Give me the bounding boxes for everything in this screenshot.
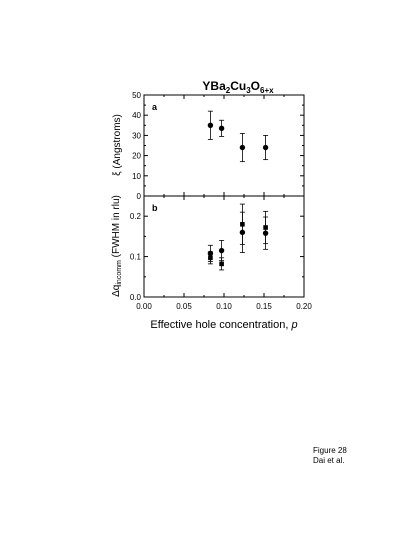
figure-caption: Figure 28 Dai et al. bbox=[313, 446, 347, 466]
data-point-circle bbox=[262, 144, 269, 151]
data-point-square bbox=[240, 221, 245, 227]
x-axis-label: Effective hole concentration, p bbox=[150, 319, 297, 331]
y-tick-label: 0.1 bbox=[130, 253, 142, 262]
data-point-circle bbox=[218, 247, 225, 254]
y-tick-label: 40 bbox=[132, 111, 141, 120]
figure-title: YBa2Cu3O6+x bbox=[202, 79, 274, 95]
x-tick-label: 0.05 bbox=[176, 302, 192, 311]
y-tick-label: 20 bbox=[132, 152, 141, 161]
y-tick-label: 0.2 bbox=[130, 212, 142, 221]
x-tick-label: 0.10 bbox=[216, 302, 232, 311]
panel-a-label: a bbox=[152, 102, 158, 112]
x-tick-label: 0.00 bbox=[136, 302, 152, 311]
data-point-circle bbox=[207, 122, 214, 128]
panel-b-frame bbox=[143, 195, 305, 298]
data-point-square bbox=[219, 261, 224, 267]
panel-a-frame bbox=[143, 94, 305, 197]
panel-b: b Δqincomm (FWHM in rlu) 0.0 0.1 0.2 0.00 0.… bbox=[111, 195, 312, 311]
x-tick-label: 0.15 bbox=[256, 302, 272, 311]
y-tick-label: 50 bbox=[132, 91, 141, 100]
x-tick-label: 0.20 bbox=[296, 302, 312, 311]
caption-authors: Dai et al. bbox=[313, 456, 345, 465]
panel-b-ylabel: Δqincomm (FWHM in rlu) bbox=[111, 195, 123, 297]
panel-a: a ξ (Angstroms) 0 10 20 30 40 50 bbox=[112, 91, 305, 201]
data-point-circle bbox=[239, 144, 246, 151]
y-tick-label: 30 bbox=[132, 131, 141, 140]
panel-a-ylabel: ξ (Angstroms) bbox=[112, 114, 123, 176]
panel-b-label: b bbox=[152, 203, 158, 213]
data-point-circle bbox=[218, 125, 225, 132]
y-tick-label: 0.0 bbox=[130, 293, 142, 302]
y-tick-label: 0 bbox=[137, 192, 142, 201]
data-point-square bbox=[208, 255, 213, 261]
caption-figure-number: Figure 28 bbox=[313, 446, 347, 455]
y-tick-label: 10 bbox=[132, 172, 141, 181]
data-point-square bbox=[263, 225, 268, 230]
